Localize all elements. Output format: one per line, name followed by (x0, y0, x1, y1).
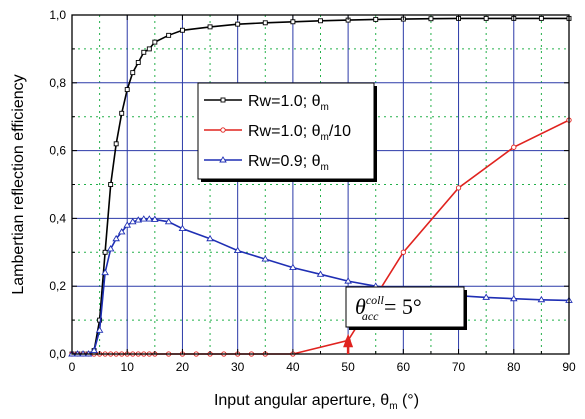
series-line-0 (72, 17, 569, 355)
data-point (538, 15, 544, 21)
data-point (117, 228, 126, 235)
data-point (164, 217, 173, 225)
x-tick-label: 0 (69, 360, 76, 374)
data-point (135, 60, 141, 65)
data-point (145, 215, 154, 222)
y-tick-label: 0,6 (49, 144, 66, 158)
data-point (106, 245, 115, 252)
data-point (511, 144, 517, 150)
y-tick-label: 0,0 (49, 347, 66, 361)
x-axis-title-sub: m (389, 401, 397, 412)
legend-label-2: Rw=0.9; θm (248, 153, 329, 173)
data-point (400, 249, 406, 255)
data-point (233, 246, 242, 254)
x-tick-label: 90 (562, 360, 576, 374)
data-point (178, 224, 187, 232)
x-tick-label: 20 (176, 360, 190, 374)
data-point (95, 326, 104, 333)
data-point (290, 19, 296, 25)
x-axis-title-main: Input angular aperture, θ (214, 392, 389, 409)
legend-box (197, 82, 375, 180)
data-point (134, 216, 143, 223)
y-tick-label: 0,2 (49, 279, 66, 293)
data-point (262, 20, 268, 26)
y-tick-label: 1,0 (49, 8, 66, 22)
data-point (102, 249, 108, 255)
data-point (152, 39, 158, 45)
data-point (112, 234, 120, 242)
data-point (428, 16, 434, 22)
x-tick-label: 40 (286, 360, 300, 374)
legend-label-sub: m (320, 102, 328, 113)
data-point (141, 49, 147, 55)
x-tick-label: 80 (507, 360, 521, 374)
annotation-superscript: coll (366, 293, 385, 307)
data-point (482, 293, 490, 300)
x-tick-label: 30 (231, 360, 245, 374)
data-point (318, 18, 323, 24)
legend-label-suffix: /10 (329, 123, 351, 140)
data-point (151, 215, 159, 222)
data-point (146, 46, 152, 52)
y-tick-label: 0,4 (49, 211, 66, 225)
data-point (166, 32, 172, 38)
data-point (207, 24, 213, 30)
data-point (509, 294, 518, 302)
data-point (179, 27, 185, 33)
legend-label-main: Rw=1.0; θ (248, 93, 321, 110)
legend-label-sub: m (320, 132, 328, 143)
legend-marker (220, 97, 226, 103)
data-point (483, 15, 489, 21)
data-point (373, 16, 379, 22)
annotation-subscript: acc (362, 309, 379, 323)
x-tick-label: 60 (397, 360, 411, 374)
data-point (90, 346, 98, 354)
annotation-symbol: θ (355, 294, 366, 319)
x-tick-label: 50 (341, 360, 355, 374)
data-point (128, 217, 137, 225)
annotation-equals: = 5° (378, 294, 421, 319)
x-tick-label: 10 (121, 360, 135, 374)
annotation-arrow-head (343, 333, 354, 348)
data-point (344, 277, 352, 284)
x-tick-label: 70 (452, 360, 466, 374)
data-point (108, 182, 114, 187)
data-point (124, 87, 130, 93)
y-tick-label: 0,8 (49, 76, 66, 90)
legend-label-main: Rw=1.0; θ (248, 123, 321, 140)
y-axis-title: Lambertian reflection efficiency (10, 74, 27, 294)
annotation-label: θcoll acc = 5° (355, 293, 422, 323)
minor-grid (72, 15, 569, 354)
annotation-box (345, 286, 465, 328)
data-point (289, 263, 297, 271)
data-point (113, 141, 119, 147)
legend-label-main: Rw=0.9; θ (248, 153, 321, 170)
data-point (261, 255, 270, 262)
legend-label-sub: m (320, 162, 328, 173)
data-point (235, 21, 241, 27)
legend-marker (219, 156, 227, 163)
data-point (537, 295, 546, 303)
legend-label-1: Rw=1.0; θm/10 (248, 123, 351, 143)
data-point (101, 268, 109, 276)
data-point (130, 70, 136, 76)
legend-marker (220, 127, 226, 133)
axis-ticks (71, 14, 570, 355)
data-point (119, 110, 125, 116)
data-point (316, 270, 325, 277)
data-point (139, 215, 148, 222)
data-point (123, 221, 132, 228)
data-point (206, 234, 214, 242)
x-axis-title: Input angular aperture, θm (°) (214, 392, 419, 412)
data-point (455, 185, 462, 191)
legend-label-0: Rw=1.0; θm (248, 93, 329, 113)
x-axis-title-unit: (°) (398, 392, 420, 409)
